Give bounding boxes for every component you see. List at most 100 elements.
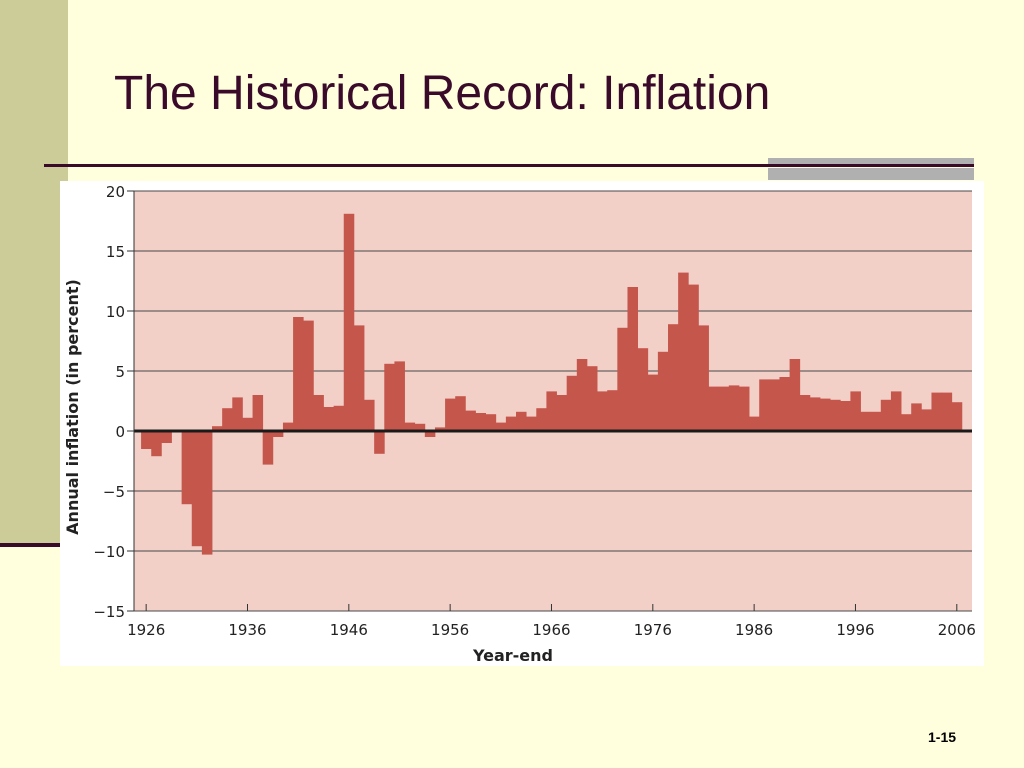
- x-tick-label: 1976: [634, 621, 672, 639]
- y-tick-label: 10: [106, 303, 125, 321]
- bar-1966: [546, 391, 557, 431]
- bar-1948: [364, 399, 375, 431]
- bar-1955: [434, 427, 446, 431]
- x-tick-label: 1996: [836, 621, 874, 639]
- bar-1959: [475, 413, 487, 431]
- bar-1993: [820, 398, 831, 431]
- y-axis-label: Annual inflation (in percent): [63, 279, 82, 535]
- bar-1944: [323, 407, 335, 431]
- bar-1953: [414, 423, 426, 431]
- bar-1931: [191, 431, 203, 547]
- x-tick-label: 1936: [228, 621, 266, 639]
- y-tick-label: 5: [115, 363, 125, 381]
- decorative-grey-bar-bottom: [768, 168, 974, 180]
- bar-1943: [313, 395, 324, 431]
- bar-1934: [222, 408, 233, 431]
- x-tick-label: 2006: [938, 621, 976, 639]
- bar-1960: [485, 414, 497, 431]
- bar-1963: [516, 411, 527, 431]
- y-axis-ticks: 20 15 10 5 0 −5 −10 −15: [93, 183, 134, 621]
- bar-1982: [708, 386, 720, 431]
- bar-2000: [890, 391, 902, 431]
- bar-2002: [911, 403, 922, 431]
- bar-1990: [789, 359, 801, 431]
- bar-2004: [931, 392, 942, 431]
- bar-1985: [738, 386, 750, 431]
- bar-2001: [901, 414, 912, 431]
- bar-1976: [647, 374, 659, 431]
- y-tick-label: 0: [115, 423, 125, 441]
- bar-1968: [566, 375, 578, 431]
- bar-1936: [242, 417, 253, 431]
- bar-1942: [303, 320, 314, 431]
- x-tick-label: 1966: [532, 621, 570, 639]
- bar-1947: [353, 325, 365, 431]
- left-accent-band: [0, 0, 68, 545]
- bar-1984: [728, 385, 740, 431]
- x-tick-label: 1986: [735, 621, 773, 639]
- bar-series: [141, 213, 963, 555]
- left-divider-rule: [0, 543, 62, 547]
- bar-1980: [688, 284, 699, 431]
- bar-2005: [941, 392, 953, 431]
- bar-1951: [394, 361, 405, 431]
- bar-1930: [181, 431, 193, 505]
- bar-1977: [657, 351, 669, 431]
- bar-1957: [455, 396, 466, 431]
- bar-1994: [830, 399, 841, 431]
- bar-1973: [617, 327, 628, 431]
- bar-1971: [597, 391, 608, 431]
- bar-1996: [850, 391, 861, 431]
- bar-1952: [404, 422, 416, 431]
- bar-1935: [232, 397, 243, 431]
- bar-1961: [495, 422, 507, 431]
- inflation-chart: 20 15 10 5 0 −5 −10 −15 1926 1936 1946 1956 1966 197…: [60, 181, 984, 666]
- bar-1975: [637, 348, 649, 431]
- bar-2003: [921, 409, 932, 431]
- x-tick-label: 1946: [330, 621, 368, 639]
- bar-1989: [779, 377, 790, 431]
- slide-number: 1-15: [928, 729, 957, 745]
- bar-1964: [526, 416, 537, 431]
- bar-1940: [282, 422, 294, 431]
- bar-1997: [860, 411, 872, 431]
- slide-title: The Historical Record: Inflation: [114, 67, 771, 120]
- bar-2006: [951, 402, 963, 431]
- x-tick-label: 1926: [127, 621, 165, 639]
- bar-1995: [840, 401, 851, 431]
- bar-1965: [536, 408, 547, 431]
- bar-1978: [668, 324, 679, 431]
- bar-1927: [151, 431, 162, 457]
- bar-1991: [799, 395, 811, 431]
- bar-1933: [212, 426, 223, 431]
- y-tick-label: −15: [93, 603, 125, 621]
- decorative-grey-bar-top: [768, 158, 974, 164]
- bar-1950: [384, 363, 395, 431]
- bar-1954: [424, 431, 436, 437]
- bar-1992: [809, 397, 821, 431]
- inflation-bar-chart-svg: 20 15 10 5 0 −5 −10 −15 1926 1936 1946 1956 1966 197…: [63, 183, 976, 665]
- bar-1937: [252, 395, 264, 431]
- bar-1967: [556, 395, 568, 431]
- bar-1939: [272, 431, 284, 437]
- bar-1932: [201, 431, 213, 555]
- bar-1998: [870, 411, 882, 431]
- y-tick-label: 15: [106, 243, 125, 261]
- bar-1974: [627, 287, 639, 431]
- y-tick-label: −10: [93, 543, 125, 561]
- bar-1958: [465, 410, 476, 431]
- bar-1987: [759, 379, 770, 431]
- bar-1938: [262, 431, 274, 465]
- x-axis-ticks: 1926 1936 1946 1956 1966 1976 1986 1996 2006: [127, 604, 976, 639]
- bar-1941: [293, 317, 304, 431]
- bar-1999: [880, 399, 892, 431]
- bar-1949: [374, 431, 385, 454]
- bar-1983: [718, 386, 730, 431]
- y-tick-label: −5: [103, 483, 125, 501]
- bar-1988: [769, 379, 780, 431]
- bar-1956: [445, 398, 456, 431]
- bar-1972: [607, 390, 618, 431]
- bar-1926: [141, 431, 152, 449]
- bar-1962: [505, 416, 517, 431]
- x-axis-label: Year-end: [472, 646, 553, 665]
